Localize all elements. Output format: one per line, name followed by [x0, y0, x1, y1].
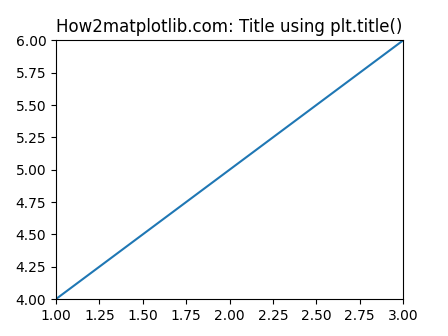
Title: How2matplotlib.com: Title using plt.title(): How2matplotlib.com: Title using plt.titl…: [56, 18, 403, 36]
